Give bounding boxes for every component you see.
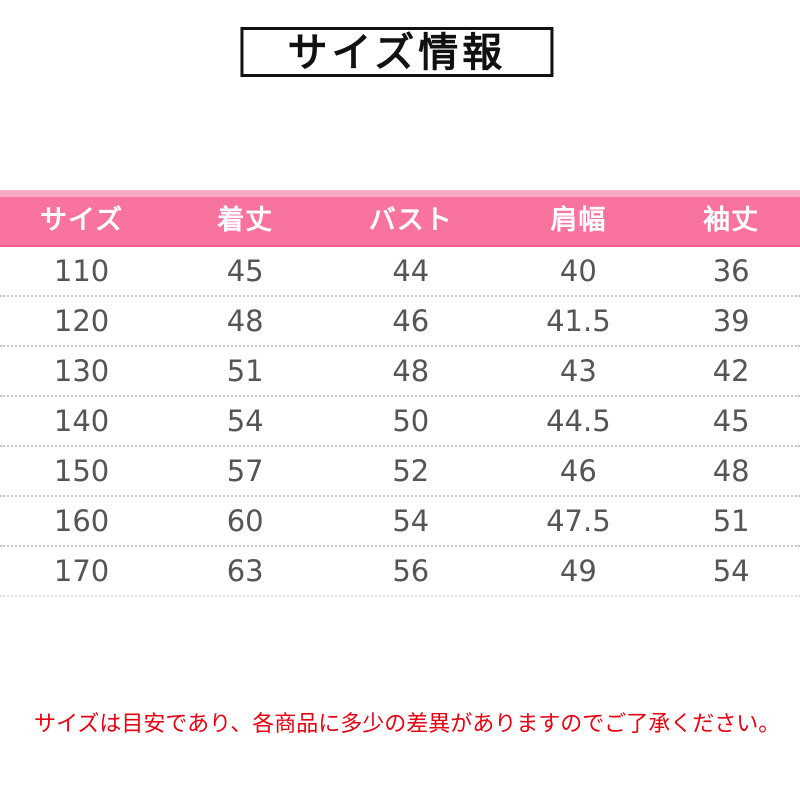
table-row: 110 45 44 40 36: [0, 247, 800, 297]
size-table-body: 110 45 44 40 36 120 48 46 41.5 39 130 51 48 43 42 140 54…: [0, 247, 800, 597]
table-cell: 45: [226, 254, 264, 288]
column-header-sleeve: 袖丈: [703, 205, 760, 236]
table-cell: 43: [559, 354, 597, 388]
table-cell: 54: [712, 554, 750, 588]
table-row: 150 57 52 46 48: [0, 447, 800, 497]
column-header-size: サイズ: [39, 205, 124, 236]
table-cell: 44.5: [546, 404, 611, 438]
table-cell: 140: [53, 404, 110, 438]
table-cell: 44: [392, 254, 430, 288]
table-row: 120 48 46 41.5 39: [0, 297, 800, 347]
table-cell: 48: [226, 304, 264, 338]
table-cell: 150: [53, 454, 110, 488]
table-cell: 41.5: [546, 304, 611, 338]
table-cell: 120: [53, 304, 110, 338]
size-disclaimer-note: サイズは目安であり、各商品に多少の差異がありますのでご了承ください。: [34, 712, 781, 737]
table-cell: 47.5: [546, 504, 611, 538]
table-cell: 36: [712, 254, 750, 288]
table-row: 170 63 56 49 54: [0, 547, 800, 597]
table-cell: 46: [392, 304, 430, 338]
column-header-bust: バスト: [368, 205, 453, 236]
table-cell: 49: [559, 554, 597, 588]
table-cell: 45: [712, 404, 750, 438]
table-cell: 46: [559, 454, 597, 488]
table-row: 130 51 48 43 42: [0, 347, 800, 397]
table-cell: 57: [226, 454, 264, 488]
table-cell: 54: [226, 404, 264, 438]
table-cell: 39: [712, 304, 750, 338]
table-cell: 110: [53, 254, 110, 288]
table-cell: 48: [712, 454, 750, 488]
table-cell: 42: [712, 354, 750, 388]
column-header-shoulder: 肩幅: [550, 205, 607, 236]
table-cell: 51: [226, 354, 264, 388]
table-cell: 51: [712, 504, 750, 538]
table-cell: 63: [226, 554, 264, 588]
table-cell: 52: [392, 454, 430, 488]
table-cell: 50: [392, 404, 430, 438]
table-cell: 56: [392, 554, 430, 588]
page-title: サイズ情報: [240, 27, 554, 77]
table-cell: 130: [53, 354, 110, 388]
size-table: サイズ 着丈 バスト 肩幅 袖丈 110 45 44 40 36 120 48 46 41.5 3…: [0, 190, 800, 597]
table-cell: 170: [53, 554, 110, 588]
table-cell: 40: [559, 254, 597, 288]
table-row: 160 60 54 47.5 51: [0, 497, 800, 547]
size-table-header-row: サイズ 着丈 バスト 肩幅 袖丈: [0, 190, 800, 247]
table-row: 140 54 50 44.5 45: [0, 397, 800, 447]
page-title-text: サイズ情報: [287, 30, 507, 76]
table-cell: 160: [53, 504, 110, 538]
column-header-length: 着丈: [217, 205, 274, 236]
table-cell: 48: [392, 354, 430, 388]
table-cell: 60: [226, 504, 264, 538]
table-cell: 54: [392, 504, 430, 538]
